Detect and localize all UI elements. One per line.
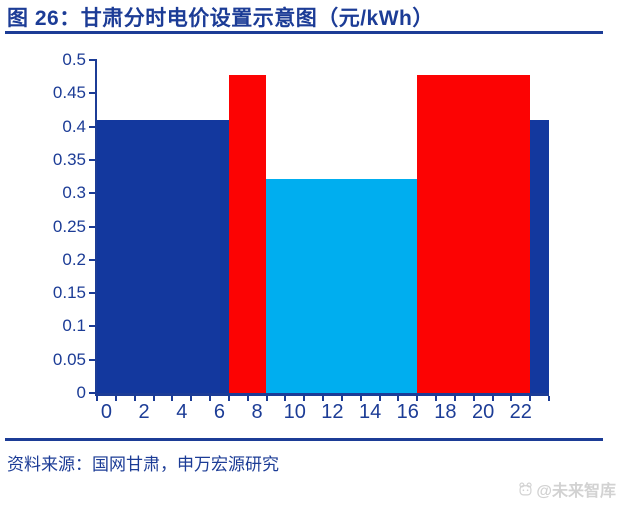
x-tick-mark <box>340 396 343 401</box>
bar-hour-23 <box>530 119 549 393</box>
x-tick-mark <box>265 396 268 401</box>
bar-hour-20 <box>473 75 493 393</box>
x-axis-ticks <box>96 396 551 401</box>
bar-hour-11 <box>304 178 323 393</box>
y-axis-ticks <box>89 59 97 394</box>
watermark-text: @未来智库 <box>536 483 616 500</box>
bar-hour-3 <box>153 119 173 393</box>
x-axis-labels: 0 2 4 6 8 10 12 14 16 18 20 22 <box>97 401 549 427</box>
x-tick-mark <box>303 396 306 401</box>
y-tick-mark <box>89 59 97 61</box>
y-tick-label: 0.45 <box>52 83 86 103</box>
x-tick-label: 4 <box>176 401 188 423</box>
x-tick-label: 0 <box>100 401 112 423</box>
y-tick-mark <box>89 92 97 95</box>
x-tick-mark <box>378 396 381 401</box>
y-tick-label: 0.05 <box>52 349 86 369</box>
bar-hour-7 <box>228 75 248 393</box>
y-tick-mark <box>89 392 97 394</box>
x-tick-mark <box>359 396 362 401</box>
bar-hour-5 <box>191 119 210 393</box>
bar-hour-13 <box>341 178 361 393</box>
bar-hour-14 <box>360 178 380 393</box>
x-tick-label: 20 <box>471 401 495 423</box>
x-tick-mark <box>133 396 136 401</box>
x-tick-mark <box>510 396 513 401</box>
x-tick-label: 12 <box>321 401 344 423</box>
y-tick-mark <box>89 258 97 261</box>
x-tick-mark <box>435 396 437 401</box>
bar-hour-1 <box>115 119 135 393</box>
footer-divider <box>5 438 603 441</box>
bar-hour-22 <box>511 75 531 393</box>
x-tick-mark <box>96 396 98 401</box>
x-tick-mark <box>453 396 456 401</box>
y-tick-mark <box>89 125 97 128</box>
figure-title: 图 26：甘肃分时电价设置示意图（元/kWh） <box>7 7 434 30</box>
x-tick-mark <box>227 396 230 401</box>
x-tick-mark <box>190 396 193 401</box>
x-tick-mark <box>491 396 494 401</box>
x-tick-label: 16 <box>396 401 419 423</box>
x-tick-mark <box>284 396 287 401</box>
y-tick-mark <box>89 292 97 295</box>
bar-hour-17 <box>417 75 436 393</box>
bar-hour-0 <box>97 119 116 393</box>
y-tick-mark <box>89 158 97 161</box>
bar-hour-8 <box>247 75 267 393</box>
y-tick-label: 0.5 <box>62 50 86 69</box>
bar-hour-16 <box>398 178 418 393</box>
y-tick-label: 0.35 <box>52 149 86 169</box>
x-tick-mark <box>322 396 324 401</box>
x-tick-label: 18 <box>434 401 457 423</box>
bar-hour-21 <box>492 75 512 393</box>
x-tick-mark <box>152 396 155 401</box>
x-tick-mark <box>114 396 117 401</box>
y-tick-mark <box>89 192 97 195</box>
x-tick-mark <box>529 396 532 401</box>
bar-hour-4 <box>172 119 192 393</box>
x-tick-label: 8 <box>251 401 263 423</box>
x-tick-label: 6 <box>213 401 225 423</box>
y-tick-label: 0.15 <box>52 283 86 303</box>
x-tick-mark <box>209 396 211 401</box>
y-tick-label: 0.25 <box>52 216 86 236</box>
y-tick-label: 0.4 <box>62 116 86 136</box>
x-tick-label: 22 <box>509 401 532 423</box>
bar-hour-15 <box>379 178 399 393</box>
y-axis-labels: 0 0.05 0.1 0.15 0.2 0.25 0.3 0.35 0.4 0.45 0.5 <box>0 50 86 402</box>
bar-hour-18 <box>435 75 455 393</box>
y-tick-label: 0.3 <box>62 183 86 203</box>
bar-hour-9 <box>266 178 286 393</box>
x-tick-label: 14 <box>358 401 382 423</box>
bar-hour-6 <box>209 119 229 393</box>
x-tick-mark <box>397 396 400 401</box>
y-tick-mark <box>89 325 97 328</box>
x-tick-mark <box>472 396 475 401</box>
source-note: 资料来源：国网甘肃，申万宏源研究 <box>7 455 279 474</box>
y-tick-label: 0.2 <box>62 249 86 269</box>
zhiku-logo-icon <box>519 481 533 495</box>
title-underline <box>5 31 603 34</box>
x-tick-label: 10 <box>283 401 306 423</box>
bar-hour-10 <box>285 178 305 393</box>
x-tick-mark <box>246 396 249 401</box>
bars-container <box>97 60 549 393</box>
y-tick-label: 0.1 <box>62 316 86 336</box>
y-tick-label: 0 <box>76 383 86 402</box>
x-tick-mark <box>548 396 550 401</box>
x-tick-mark <box>171 396 174 401</box>
y-tick-mark <box>89 358 97 361</box>
watermark: @未来智库 <box>498 479 616 500</box>
bar-hour-2 <box>134 119 154 393</box>
bar-hour-12 <box>322 178 342 393</box>
y-tick-mark <box>89 225 97 228</box>
plot-area <box>95 60 549 396</box>
x-tick-label: 2 <box>138 401 150 423</box>
bar-hour-19 <box>454 75 474 393</box>
x-tick-mark <box>416 396 419 401</box>
